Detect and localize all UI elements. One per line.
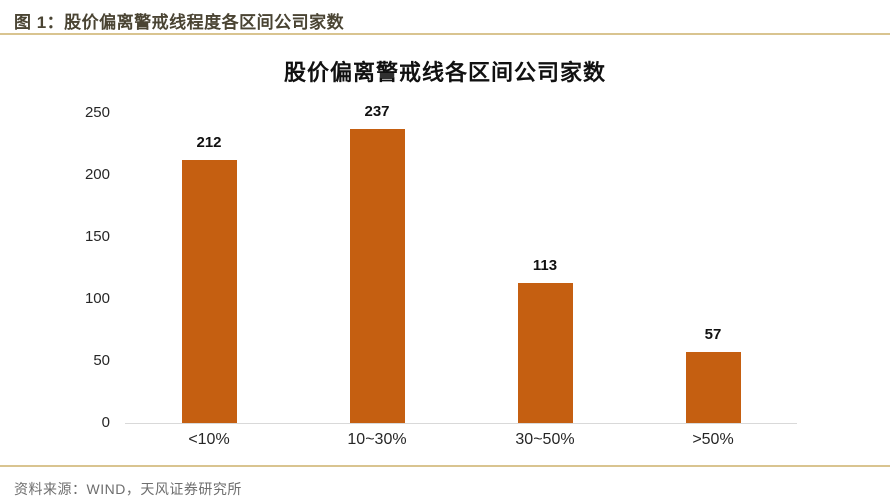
- bar-value-label: 57: [704, 326, 722, 344]
- y-tick-label: 250: [84, 104, 110, 121]
- figure-caption: 图 1：股价偏离警戒线程度各区间公司家数: [14, 13, 345, 32]
- x-tick-label: 10~30%: [347, 431, 407, 448]
- bar: [181, 160, 237, 423]
- bar-value-label: 212: [196, 134, 222, 152]
- x-tick-label: 30~50%: [515, 431, 575, 448]
- bar: [517, 282, 573, 423]
- bar-value-label: 113: [532, 256, 558, 274]
- y-tick-label: 150: [84, 228, 110, 245]
- y-tick-label: 100: [84, 290, 110, 307]
- bar: [685, 352, 741, 423]
- bottom-divider-line: [0, 465, 890, 467]
- bar: [349, 129, 405, 423]
- y-tick-label: 0: [101, 414, 110, 431]
- x-axis: <10% 10~30% 30~50% >50%: [125, 431, 797, 455]
- source-note: 资料来源：WIND，天风证券研究所: [14, 481, 242, 497]
- x-tick-label: >50%: [692, 431, 734, 448]
- plot-area: 212 237 113 57: [125, 103, 797, 424]
- bar-value-label: 237: [364, 103, 390, 121]
- y-tick-label: 200: [84, 166, 110, 183]
- y-axis: 0 50 100 150 200 250: [40, 104, 110, 431]
- x-tick-label: <10%: [188, 431, 230, 448]
- chart-title: 股价偏离警戒线各区间公司家数: [283, 60, 606, 85]
- y-tick-label: 50: [93, 352, 110, 369]
- top-divider-line: [0, 33, 890, 35]
